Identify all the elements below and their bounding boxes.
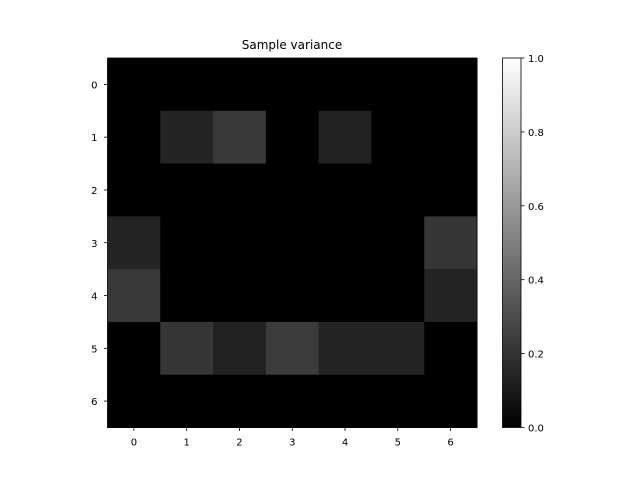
heatmap-cell — [213, 163, 267, 217]
heatmap-cell — [318, 321, 372, 376]
chart-title: Sample variance — [242, 38, 342, 52]
heatmap-cell — [160, 374, 214, 428]
x-axis: 0 1 2 3 4 5 6 — [131, 427, 454, 449]
heatmap-cell — [213, 216, 267, 270]
heatmap-cell — [265, 269, 320, 323]
y-axis: 0 1 2 3 4 5 6 — [91, 80, 108, 408]
heatmap-cell — [265, 216, 320, 270]
heatmap-cell — [160, 269, 214, 323]
heatmap-cell — [371, 58, 425, 112]
heatmap-cell — [107, 321, 161, 376]
heatmap-cell — [160, 216, 214, 270]
x-tick-label: 2 — [236, 438, 242, 449]
heatmap-cells — [107, 58, 478, 428]
x-tick-label: 6 — [447, 438, 453, 449]
y-tick-label: 1 — [91, 133, 97, 144]
heatmap-cell — [265, 110, 320, 165]
heatmap-cell — [424, 58, 478, 112]
heatmap-cell — [265, 58, 320, 112]
heatmap-cell — [424, 216, 478, 270]
heatmap-cell — [107, 58, 161, 112]
x-tick-label: 1 — [183, 438, 189, 449]
heatmap-cell — [371, 321, 425, 376]
x-tick-label: 3 — [289, 438, 295, 449]
colorbar: 0.0 0.2 0.4 0.6 0.8 1.0 — [502, 54, 544, 435]
heatmap-cell — [318, 216, 372, 270]
heatmap-cell — [107, 216, 161, 270]
heatmap-cell — [107, 269, 161, 323]
heatmap-cell — [265, 321, 320, 376]
heatmap-cell — [424, 321, 478, 376]
heatmap-cell — [371, 110, 425, 165]
y-tick-label: 4 — [91, 292, 97, 303]
heatmap-cell — [318, 110, 372, 165]
y-tick-label: 5 — [91, 344, 97, 355]
x-tick-label: 4 — [342, 438, 348, 449]
heatmap-cell — [265, 163, 320, 217]
heatmap-cell — [160, 110, 214, 165]
heatmap-cell — [318, 269, 372, 323]
heatmap-cell — [318, 58, 372, 112]
heatmap-cell — [107, 163, 161, 217]
colorbar-tick-label: 0.0 — [528, 424, 544, 435]
heatmap-cell — [424, 110, 478, 165]
colorbar-tick-label: 0.6 — [528, 202, 544, 213]
heatmap-cell — [265, 374, 320, 428]
heatmap-cell — [424, 269, 478, 323]
heatmap-cell — [371, 216, 425, 270]
heatmap-cell — [213, 374, 267, 428]
heatmap-cell — [107, 110, 161, 165]
heatmap-cell — [318, 374, 372, 428]
y-tick-label: 6 — [91, 397, 97, 408]
heatmap-cell — [318, 163, 372, 217]
colorbar-ticks: 0.0 0.2 0.4 0.6 0.8 1.0 — [521, 54, 544, 435]
heatmap-cell — [213, 58, 267, 112]
colorbar-tick-label: 0.2 — [528, 350, 544, 361]
heatmap-cell — [371, 163, 425, 217]
heatmap-cell — [160, 321, 214, 376]
heatmap-cell — [424, 163, 478, 217]
colorbar-tick-label: 0.8 — [528, 128, 544, 139]
heatmap-cell — [160, 58, 214, 112]
x-tick-label: 0 — [131, 438, 137, 449]
heatmap-cell — [213, 269, 267, 323]
y-tick-label: 3 — [91, 239, 97, 250]
colorbar-gradient — [502, 57, 522, 428]
heatmap-cell — [371, 269, 425, 323]
heatmap-cell — [371, 374, 425, 428]
heatmap-cell — [107, 374, 161, 428]
y-tick-label: 2 — [91, 186, 97, 197]
x-tick-label: 5 — [395, 438, 401, 449]
heatmap-cell — [213, 110, 267, 165]
colorbar-tick-label: 0.4 — [528, 276, 544, 287]
heatmap-cell — [424, 374, 478, 428]
y-tick-label: 0 — [91, 80, 97, 91]
colorbar-tick-label: 1.0 — [528, 54, 544, 65]
heatmap-cell — [160, 163, 214, 217]
heatmap-cell — [213, 321, 267, 376]
